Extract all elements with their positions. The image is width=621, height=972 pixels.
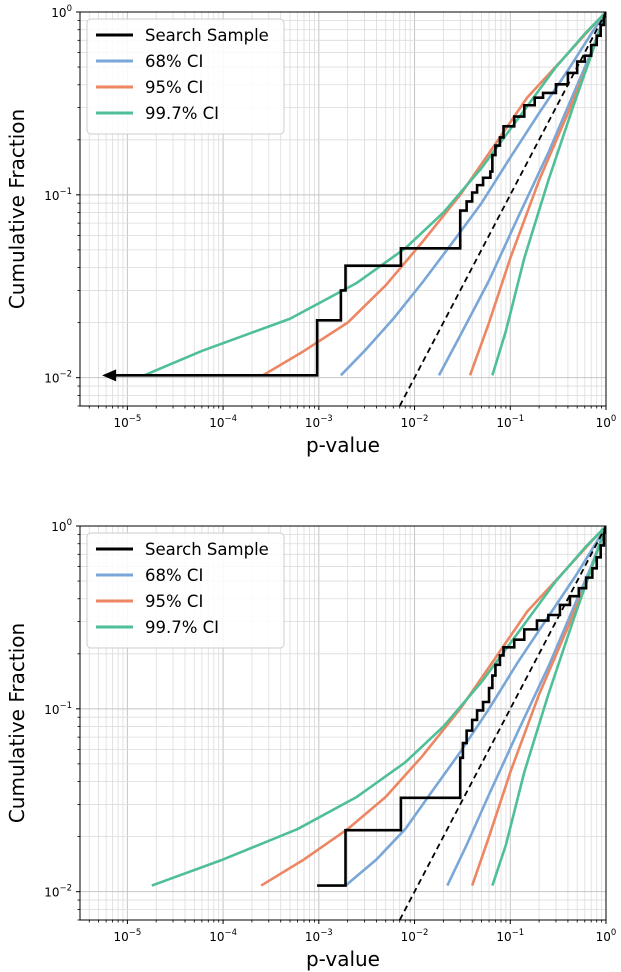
y-tick-label-base: 10 bbox=[44, 703, 59, 717]
reference-line bbox=[398, 526, 606, 920]
x-tick-label-base: 10 bbox=[596, 416, 611, 430]
y-tick-label-base: 10 bbox=[51, 520, 66, 534]
x-tick-label-base: 10 bbox=[209, 930, 224, 944]
series-99-7-ci-line-upper bbox=[143, 12, 606, 377]
search-sample-arrow bbox=[102, 369, 117, 382]
y-tick-label-exp: −2 bbox=[59, 370, 72, 380]
x-tick-label-exp: −5 bbox=[129, 928, 142, 938]
plot-area bbox=[151, 526, 606, 920]
series-68-ci-line-upper bbox=[344, 526, 606, 887]
x-tick-label-exp: −3 bbox=[320, 928, 333, 938]
axes-frame bbox=[79, 11, 607, 407]
x-tick-label-base: 10 bbox=[209, 416, 224, 430]
y-axis-label: Cumulative Fraction bbox=[5, 109, 29, 309]
x-tick-label-base: 10 bbox=[596, 930, 611, 944]
y-tick-label-base: 10 bbox=[44, 886, 59, 900]
x-tick-label-exp: −2 bbox=[416, 928, 429, 938]
x-tick-label-exp: −4 bbox=[224, 414, 237, 424]
legend-label: 68% CI bbox=[145, 566, 203, 585]
x-tick-label: 10−4 bbox=[209, 414, 237, 430]
legend: Search Sample 68% CI 95% CI 99.7% CI bbox=[86, 18, 285, 135]
legend-label: 68% CI bbox=[145, 52, 203, 71]
legend-box bbox=[86, 18, 285, 135]
x-tick-label-base: 10 bbox=[401, 930, 416, 944]
y-tick-label-exp: −1 bbox=[59, 187, 72, 197]
y-tick-label-exp: −1 bbox=[59, 701, 72, 711]
axes-frame bbox=[79, 525, 607, 921]
x-tick-label-base: 10 bbox=[496, 416, 511, 430]
y-tick-label-exp: −2 bbox=[59, 884, 72, 894]
x-tick-label: 10−2 bbox=[401, 928, 429, 944]
series-68-ci-line-lower bbox=[446, 526, 606, 887]
x-tick-label-base: 10 bbox=[113, 930, 128, 944]
x-tick-label: 10−5 bbox=[113, 414, 141, 430]
x-tick-label-exp: −2 bbox=[416, 414, 429, 424]
series-68-ci-line-lower bbox=[437, 12, 606, 376]
x-tick-label-exp: 0 bbox=[611, 414, 616, 424]
y-tick-label: 10−1 bbox=[44, 701, 72, 717]
x-tick-label: 10−4 bbox=[209, 928, 237, 944]
y-tick-label-exp: 0 bbox=[67, 4, 72, 14]
x-tick-label: 10−3 bbox=[305, 928, 333, 944]
legend-label: 95% CI bbox=[145, 78, 203, 97]
series-search-sample-line bbox=[317, 526, 606, 887]
y-tick-label-base: 10 bbox=[51, 6, 66, 20]
series-68-ci-line-upper bbox=[339, 12, 606, 377]
x-tick-label: 100 bbox=[596, 414, 617, 430]
legend-label: 99.7% CI bbox=[145, 104, 219, 123]
legend-label: 95% CI bbox=[145, 592, 203, 611]
y-tick-label: 10−1 bbox=[44, 187, 72, 203]
plot-area bbox=[102, 12, 606, 406]
chart-panel-top: 10−5 10−4 10−3 10−2 10−1 10010−210−1100p-valu… bbox=[5, 4, 616, 457]
x-tick-label: 10−1 bbox=[496, 928, 524, 944]
legend-label: Search Sample bbox=[145, 26, 269, 45]
x-tick-label-base: 10 bbox=[113, 416, 128, 430]
x-axis-label: p-value bbox=[306, 433, 380, 457]
x-tick-label: 10−1 bbox=[496, 414, 524, 430]
series-95-ci-line-upper bbox=[260, 526, 606, 887]
x-tick-label: 10−2 bbox=[401, 414, 429, 430]
chart-panel-bottom: 10−5 10−4 10−3 10−2 10−1 10010−210−1100p-valu… bbox=[5, 518, 616, 971]
y-tick-label-exp: 0 bbox=[67, 518, 72, 528]
x-tick-label-exp: −1 bbox=[512, 414, 525, 424]
series-search-sample-line bbox=[106, 12, 606, 377]
y-axis-label: Cumulative Fraction bbox=[5, 623, 29, 823]
x-tick-label: 10−3 bbox=[305, 414, 333, 430]
series-99-7-ci-line-lower bbox=[491, 12, 606, 376]
x-tick-label-base: 10 bbox=[401, 416, 416, 430]
x-tick-label-exp: −5 bbox=[129, 414, 142, 424]
y-tick-label: 100 bbox=[51, 518, 72, 534]
x-tick-label-exp: −3 bbox=[320, 414, 333, 424]
series-99-7-ci-line-upper bbox=[151, 526, 606, 887]
y-tick-label-base: 10 bbox=[44, 372, 59, 386]
x-tick-label-exp: −4 bbox=[224, 928, 237, 938]
y-tick-label-base: 10 bbox=[44, 189, 59, 203]
x-tick-label-base: 10 bbox=[305, 930, 320, 944]
legend: Search Sample 68% CI 95% CI 99.7% CI bbox=[86, 532, 285, 649]
x-tick-label-base: 10 bbox=[305, 416, 320, 430]
y-tick-label: 100 bbox=[51, 4, 72, 20]
reference-line bbox=[398, 12, 606, 406]
x-tick-label-base: 10 bbox=[496, 930, 511, 944]
y-tick-label: 10−2 bbox=[44, 884, 72, 900]
legend-box bbox=[86, 532, 285, 649]
x-tick-label: 10−5 bbox=[113, 928, 141, 944]
series-99-7-ci-line-lower bbox=[491, 526, 606, 886]
x-tick-label: 100 bbox=[596, 928, 617, 944]
legend-label: Search Sample bbox=[145, 540, 269, 559]
y-tick-label: 10−2 bbox=[44, 370, 72, 386]
x-tick-label-exp: 0 bbox=[611, 928, 616, 938]
x-axis-label: p-value bbox=[306, 947, 380, 971]
x-tick-label-exp: −1 bbox=[512, 928, 525, 938]
legend-label: 99.7% CI bbox=[145, 618, 219, 637]
